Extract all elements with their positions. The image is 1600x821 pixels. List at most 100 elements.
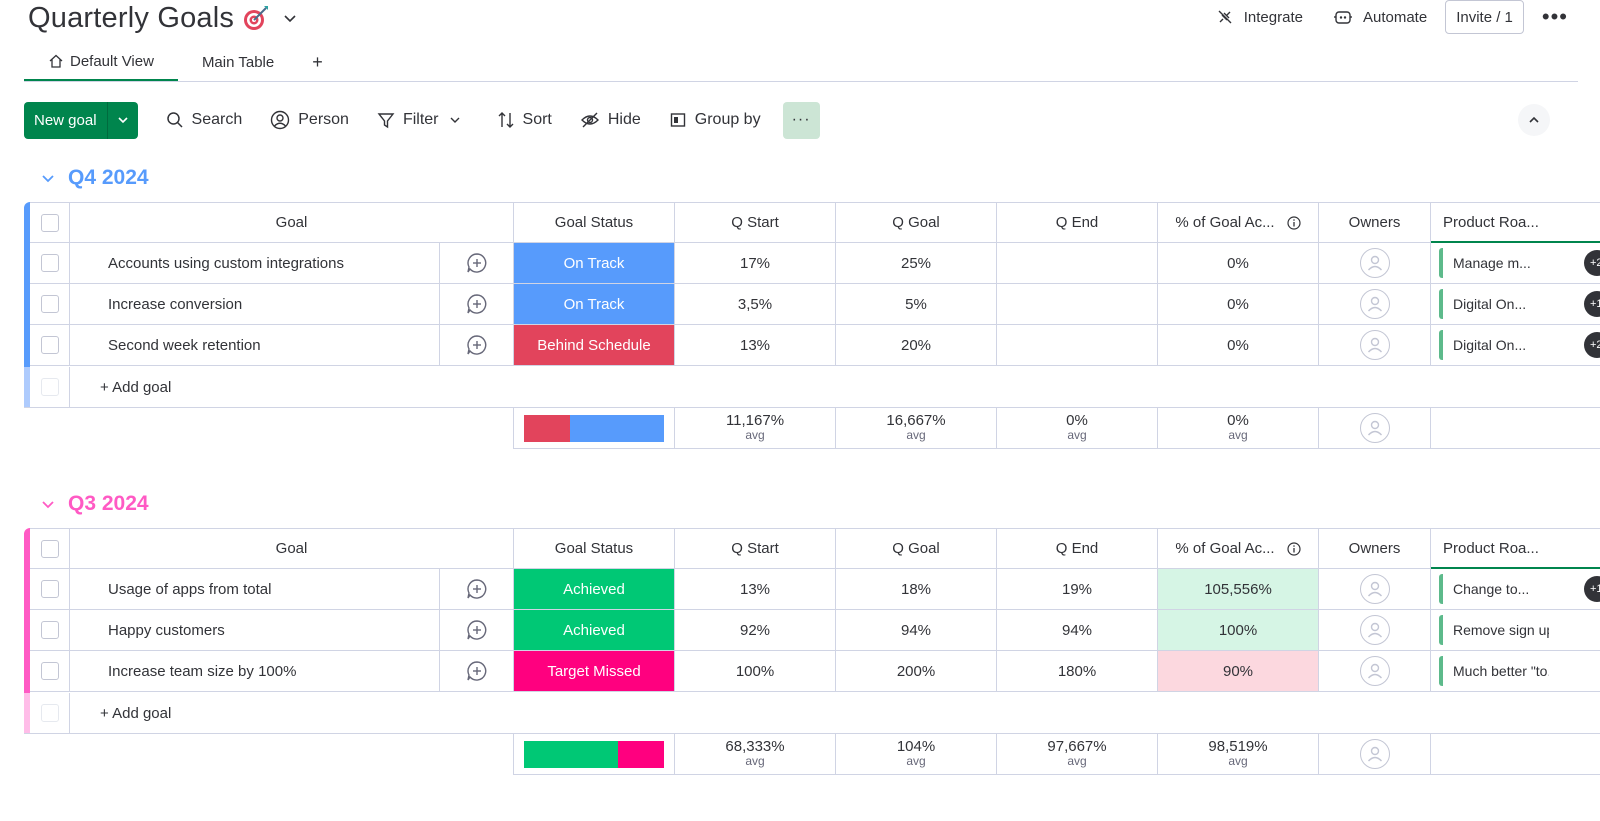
q-end-value[interactable]	[997, 284, 1158, 325]
q-end-value[interactable]	[997, 243, 1158, 284]
filter-button[interactable]: Filter	[377, 111, 469, 129]
goal-name[interactable]: Usage of apps from total	[70, 569, 440, 610]
q-end-value[interactable]: 94%	[997, 610, 1158, 651]
new-goal-label[interactable]: New goal	[24, 101, 108, 139]
goal-name[interactable]: Increase team size by 100%	[70, 651, 440, 692]
column-header-q-end[interactable]: Q End	[997, 528, 1158, 569]
goal-name[interactable]: Happy customers	[70, 610, 440, 651]
column-header-owners[interactable]: Owners	[1319, 528, 1431, 569]
owners-cell[interactable]	[1319, 651, 1431, 692]
sort-button[interactable]: Sort	[497, 111, 552, 129]
column-header-pct[interactable]: % of Goal Ac...	[1158, 528, 1319, 569]
search-button[interactable]: Search	[166, 111, 242, 129]
add-update-icon[interactable]	[466, 293, 488, 315]
tab-default-view[interactable]: Default View	[24, 43, 178, 81]
q-start-value[interactable]: 13%	[675, 569, 836, 610]
goal-name[interactable]: Second week retention	[70, 325, 440, 366]
board-title[interactable]: Quarterly Goals	[28, 1, 235, 34]
column-header-owners[interactable]: Owners	[1319, 202, 1431, 243]
integrate-button[interactable]: Integrate	[1216, 8, 1303, 26]
row-checkbox[interactable]	[40, 621, 59, 639]
select-all-checkbox[interactable]	[40, 539, 59, 558]
table-row[interactable]: Happy customers Achieved 92% 94% 94% 100…	[24, 610, 1600, 651]
roadmap-link[interactable]: Much better "to...	[1439, 656, 1549, 686]
group-title[interactable]: Q4 2024	[68, 166, 149, 189]
chevron-down-icon[interactable]	[40, 170, 56, 186]
column-header-q-goal[interactable]: Q Goal	[836, 202, 997, 243]
owners-cell[interactable]	[1319, 569, 1431, 610]
add-goal-row[interactable]: + Add goal	[24, 367, 1600, 408]
roadmap-cell[interactable]: Remove sign up...	[1431, 610, 1600, 651]
q-end-value[interactable]: 19%	[997, 569, 1158, 610]
owners-cell[interactable]	[1319, 284, 1431, 325]
avatar[interactable]	[1359, 330, 1390, 360]
q-start-value[interactable]: 100%	[675, 651, 836, 692]
roadmap-cell[interactable]: Digital On... +2	[1431, 325, 1600, 366]
avatar[interactable]	[1359, 574, 1390, 604]
select-all-checkbox[interactable]	[40, 213, 59, 232]
table-row[interactable]: Increase conversion On Track 3,5% 5% 0% …	[24, 284, 1600, 325]
chevron-down-icon[interactable]	[449, 114, 461, 126]
q-start-value[interactable]: 92%	[675, 610, 836, 651]
owners-cell[interactable]	[1319, 325, 1431, 366]
table-row[interactable]: Usage of apps from total Achieved 13% 18…	[24, 569, 1600, 610]
roadmap-count-badge[interactable]: +1	[1584, 576, 1600, 602]
add-update-icon[interactable]	[466, 334, 488, 356]
row-checkbox[interactable]	[40, 295, 59, 313]
column-header-status[interactable]: Goal Status	[514, 528, 675, 569]
goal-name[interactable]: Accounts using custom integrations	[70, 243, 440, 284]
roadmap-link[interactable]: Remove sign up...	[1439, 615, 1549, 645]
tab-main-table[interactable]: Main Table	[178, 43, 298, 81]
add-goal-input[interactable]: + Add goal	[100, 379, 172, 396]
collapse-toolbar-button[interactable]	[1518, 104, 1550, 136]
add-goal-row[interactable]: + Add goal	[24, 693, 1600, 734]
avatar[interactable]	[1359, 248, 1390, 278]
roadmap-count-badge[interactable]: +1	[1584, 291, 1600, 317]
chevron-down-icon[interactable]	[282, 10, 298, 26]
roadmap-link[interactable]: Manage m...	[1439, 248, 1549, 278]
automate-button[interactable]: Automate	[1333, 8, 1427, 26]
column-header-q-goal[interactable]: Q Goal	[836, 528, 997, 569]
owners-cell[interactable]	[1319, 243, 1431, 284]
avatar[interactable]	[1359, 656, 1390, 686]
row-checkbox[interactable]	[40, 336, 59, 354]
owners-cell[interactable]	[1319, 610, 1431, 651]
roadmap-link[interactable]: Digital On...	[1439, 330, 1549, 360]
invite-button[interactable]: Invite / 1	[1445, 0, 1524, 34]
group-header-q3[interactable]: Q3 2024	[40, 492, 149, 516]
status-label[interactable]: On Track	[514, 243, 675, 284]
group-by-button[interactable]: Group by	[669, 111, 761, 129]
new-goal-dropdown[interactable]	[108, 102, 138, 139]
add-update-icon[interactable]	[466, 660, 488, 682]
new-goal-button[interactable]: New goal	[24, 101, 138, 139]
roadmap-cell[interactable]: Change to... +1	[1431, 569, 1600, 610]
table-row[interactable]: Second week retention Behind Schedule 13…	[24, 325, 1600, 366]
q-goal-value[interactable]: 18%	[836, 569, 997, 610]
avatar[interactable]	[1359, 289, 1390, 319]
column-header-q-start[interactable]: Q Start	[675, 528, 836, 569]
add-update-icon[interactable]	[466, 252, 488, 274]
column-header-status[interactable]: Goal Status	[514, 202, 675, 243]
group-title[interactable]: Q3 2024	[68, 492, 149, 515]
q-start-value[interactable]: 17%	[675, 243, 836, 284]
hide-button[interactable]: Hide	[580, 111, 641, 129]
q-start-value[interactable]: 13%	[675, 325, 836, 366]
add-update-icon[interactable]	[466, 578, 488, 600]
q-end-value[interactable]: 180%	[997, 651, 1158, 692]
column-header-goal[interactable]: Goal	[70, 202, 514, 243]
roadmap-count-badge[interactable]: +2	[1584, 332, 1600, 358]
column-header-q-end[interactable]: Q End	[997, 202, 1158, 243]
row-checkbox[interactable]	[40, 580, 59, 598]
avatar[interactable]	[1359, 615, 1390, 645]
chevron-down-icon[interactable]	[40, 496, 56, 512]
q-goal-value[interactable]: 200%	[836, 651, 997, 692]
column-header-goal[interactable]: Goal	[70, 528, 514, 569]
roadmap-cell[interactable]: Digital On... +1	[1431, 284, 1600, 325]
add-view-button[interactable]: +	[312, 51, 323, 72]
q-goal-value[interactable]: 25%	[836, 243, 997, 284]
status-summary[interactable]	[513, 734, 675, 775]
add-update-icon[interactable]	[466, 619, 488, 641]
column-header-roadmap[interactable]: Product Roa...	[1431, 528, 1600, 569]
q-goal-value[interactable]: 5%	[836, 284, 997, 325]
roadmap-cell[interactable]: Manage m... +2	[1431, 243, 1600, 284]
